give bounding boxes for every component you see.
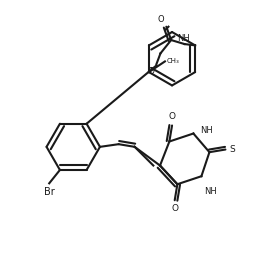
Text: S: S (229, 145, 235, 154)
Text: O: O (171, 204, 178, 213)
Text: NH: NH (177, 34, 190, 43)
Text: NH: NH (204, 187, 217, 196)
Text: O: O (157, 15, 164, 24)
Text: CH₃: CH₃ (166, 58, 179, 64)
Text: O: O (148, 67, 155, 76)
Text: O: O (169, 112, 176, 121)
Text: Br: Br (44, 187, 55, 197)
Text: NH: NH (200, 126, 213, 135)
